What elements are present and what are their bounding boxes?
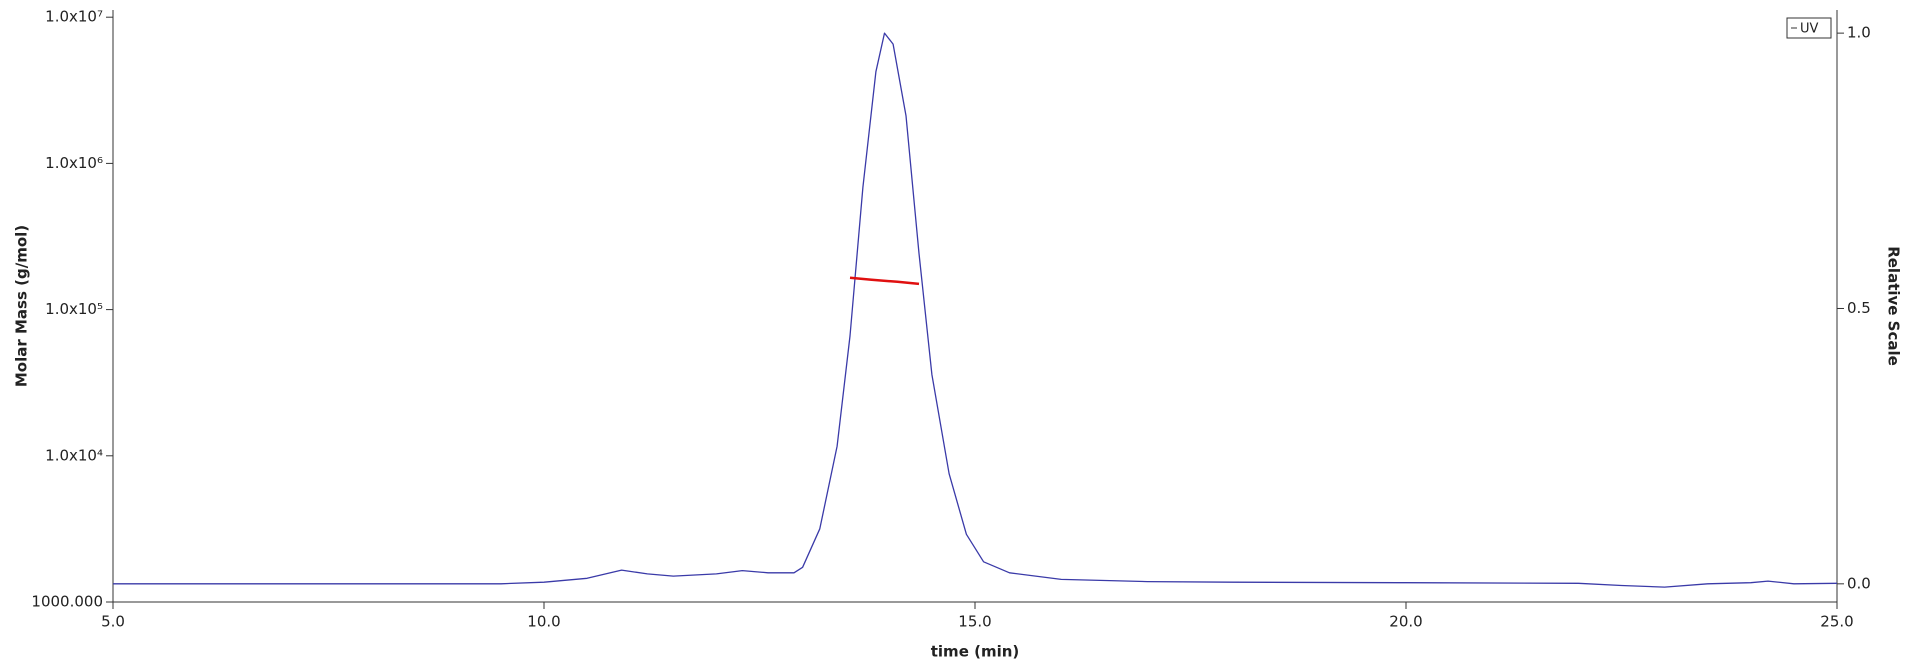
legend-label: UV [1800,22,1819,37]
y2-tick-label: 0.0 [1847,574,1871,592]
x-tick-label: 15.0 [958,613,991,631]
y-tick-label: 1.0x10⁴ [45,446,103,464]
x-axis-title: time (min) [931,643,1020,661]
y-tick-label: 1000.000 [31,593,103,611]
y-tick-label: 1.0x10⁷ [45,8,103,26]
y-tick-label: 1.0x10⁶ [45,154,103,172]
x-tick-label: 5.0 [101,613,125,631]
x-tick-label: 20.0 [1389,613,1422,631]
series-line [849,276,920,286]
y-axis-title: Molar Mass (g/mol) [13,225,31,387]
y-tick-label: 1.0x10⁵ [45,300,103,318]
y2-tick-label: 0.5 [1847,299,1871,317]
x-tick-label: 10.0 [527,613,560,631]
legend-box [1786,17,1832,39]
x-tick-label: 25.0 [1820,613,1853,631]
y2-axis-title: Relative Scale [1885,246,1903,366]
series-line [113,32,1838,588]
y2-tick-label: 1.0 [1847,24,1871,42]
